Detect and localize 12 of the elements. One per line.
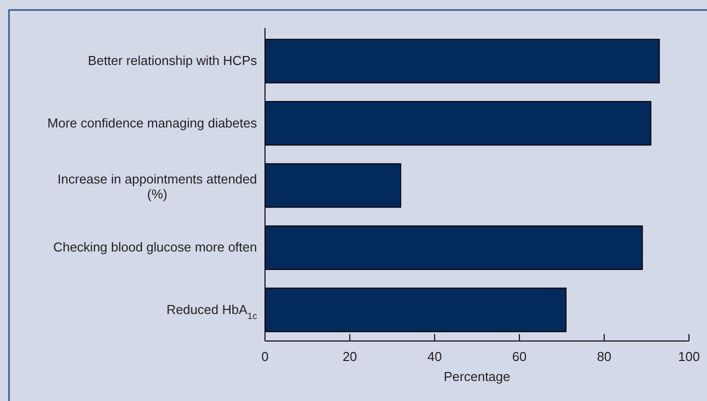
- y-tick-label: Checking blood glucose more often: [53, 240, 257, 255]
- y-tick-label: Reduced HbA$_{1c}$: [166, 302, 258, 321]
- x-tick-label: 20: [342, 349, 358, 364]
- x-axis-title: Percentage: [444, 369, 510, 384]
- x-tick-label: 100: [678, 349, 700, 364]
- y-tick-label: More confidence managing diabetes: [47, 115, 258, 130]
- y-tick-label: Better relationship with HCPs: [88, 53, 258, 68]
- y-tick-label: Increase in appointments attended (%): [58, 172, 257, 202]
- x-tick-label: 0: [261, 349, 269, 364]
- x-tick-label: 80: [596, 349, 612, 364]
- x-tick-label: 40: [427, 349, 442, 364]
- x-tick-label: 60: [512, 349, 527, 364]
